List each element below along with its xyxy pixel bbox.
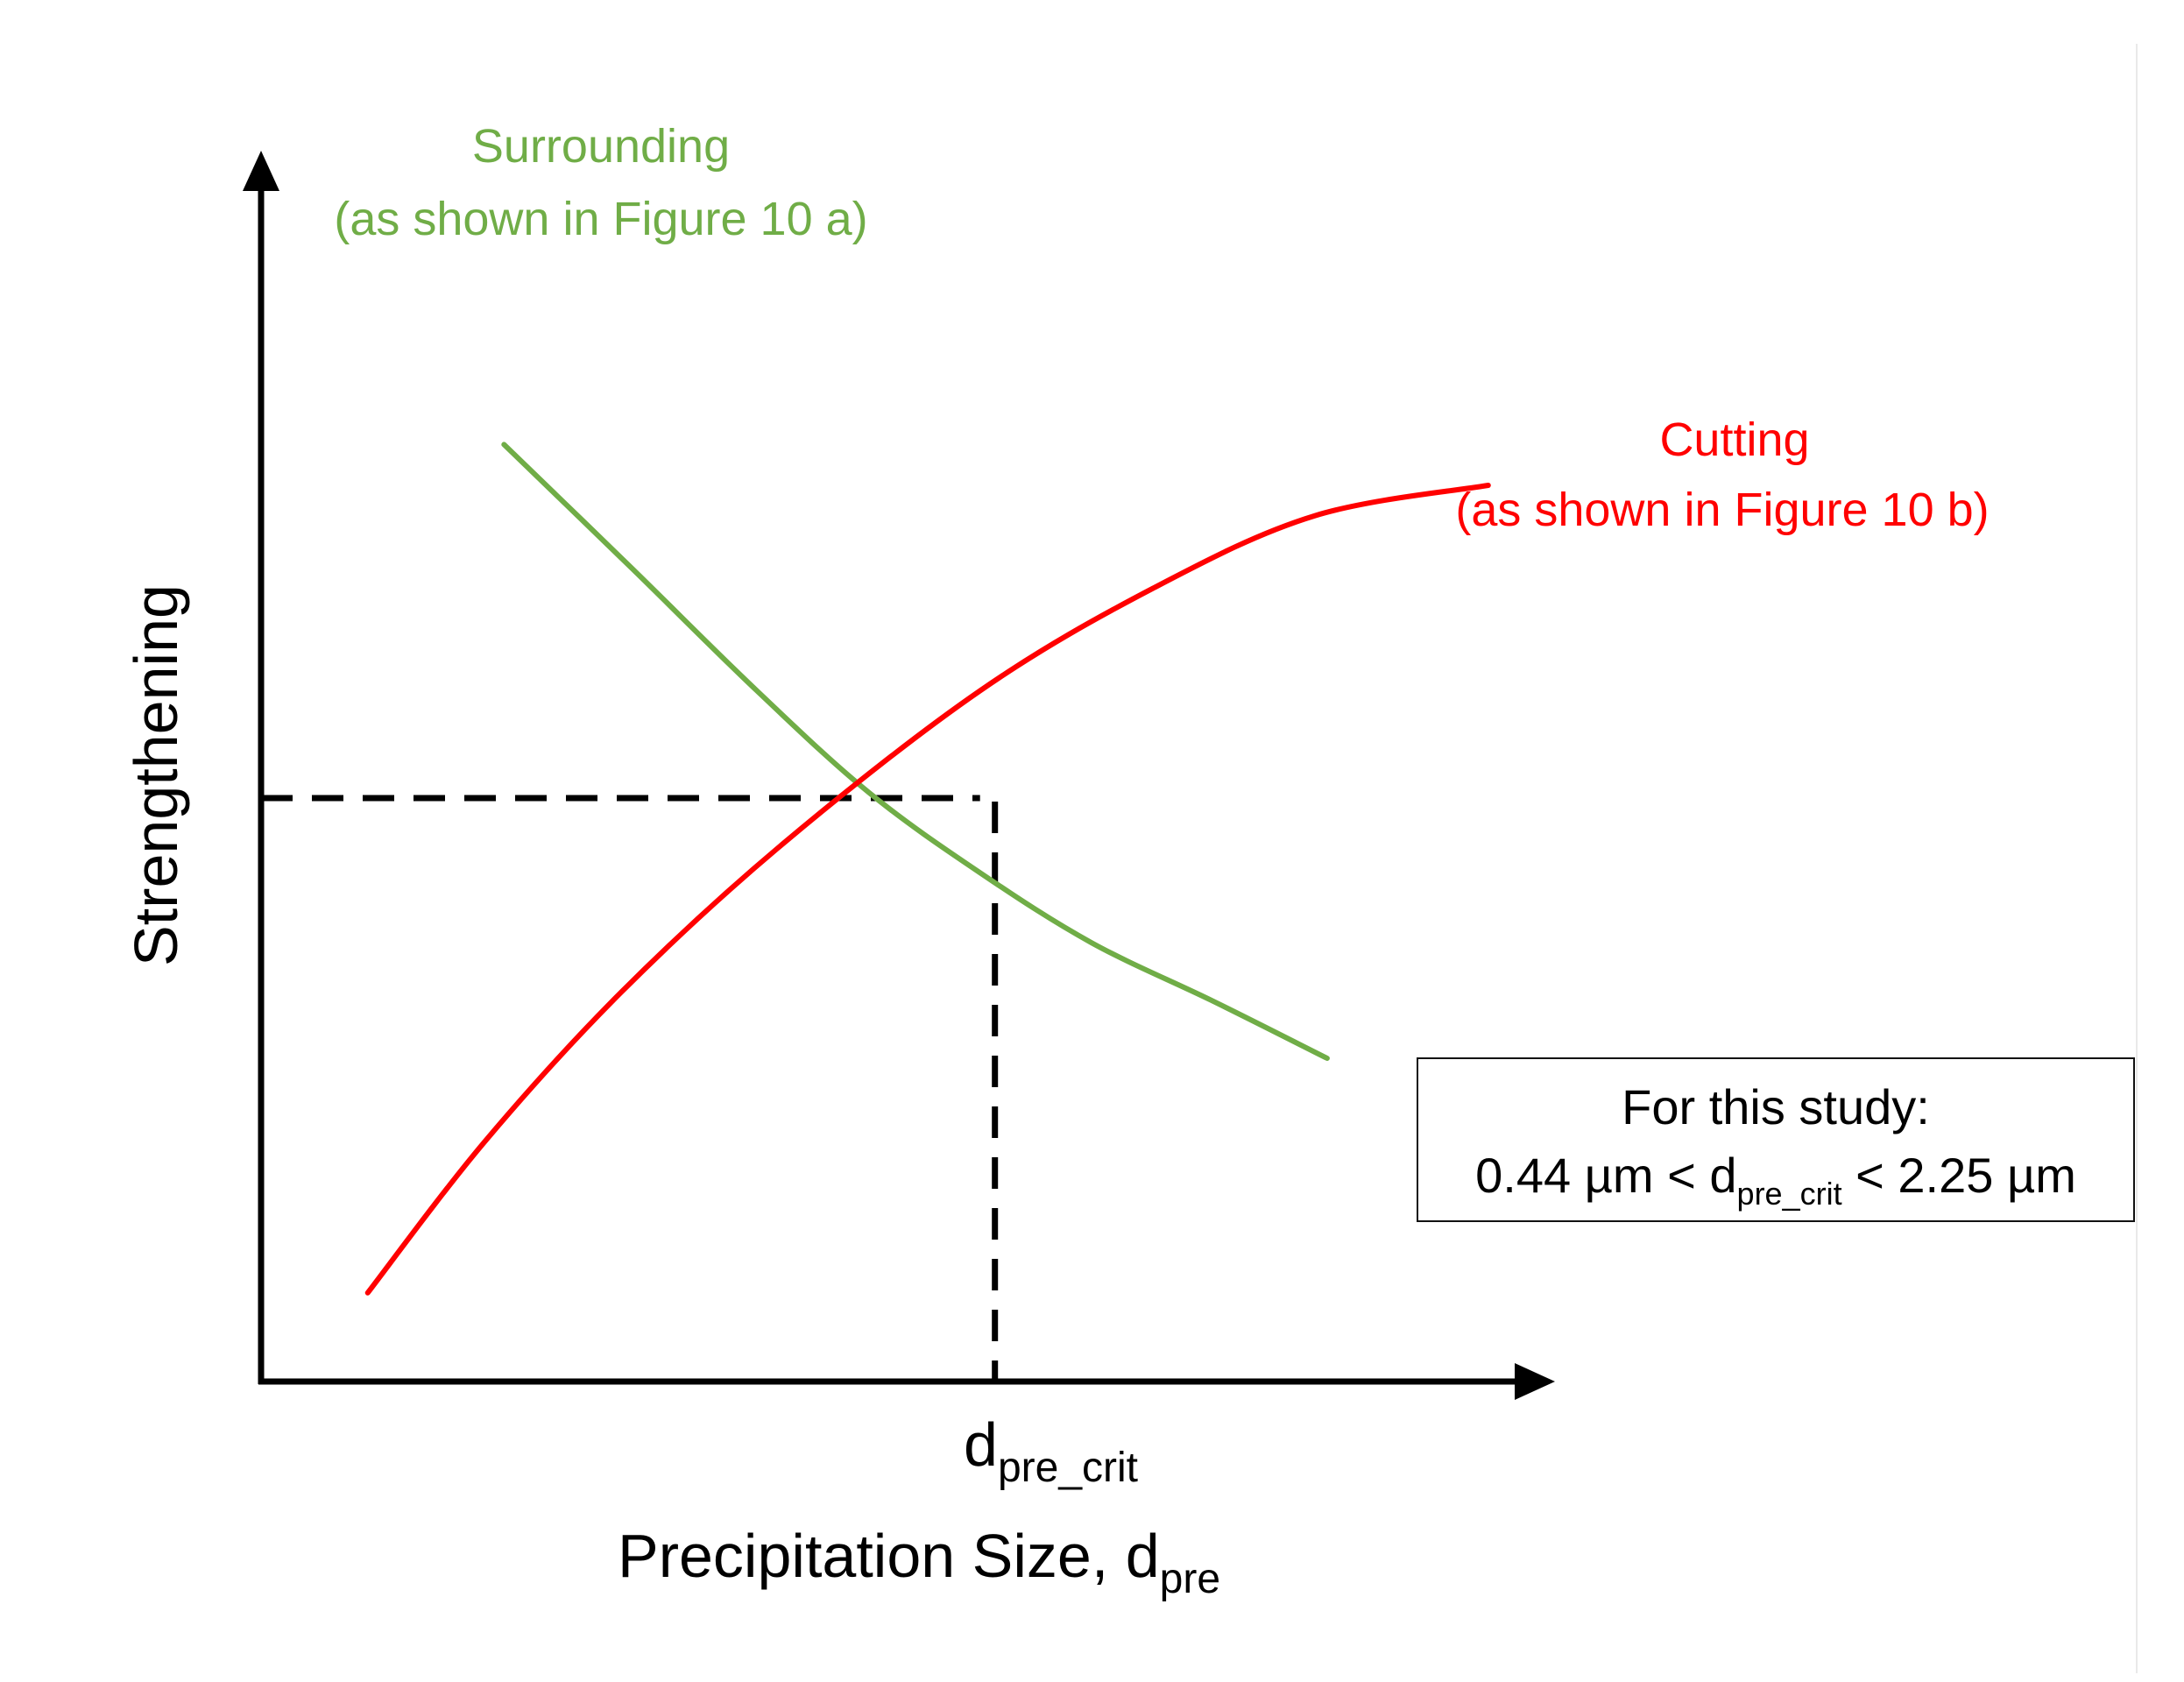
study-note-sub: pre_crit [1736,1176,1842,1212]
critical-size-label-main: d [964,1410,998,1479]
x-axis-label-main: Precipitation Size, d [618,1522,1160,1590]
study-range-note: For this study: 0.44 µm < dpre_crit < 2.… [1417,1057,2135,1222]
y-axis-arrow-icon [243,151,279,191]
surrounding-series-line [501,442,1330,1061]
x-axis-arrow-icon [1515,1363,1555,1400]
right-border-rule [2136,44,2138,1673]
x-axis-label: Precipitation Size, dpre [618,1522,1220,1602]
cutting-label: Cutting [1659,413,1809,466]
surrounding-label: Surrounding [472,120,730,173]
study-note-range: 0.44 µm < dpre_crit < 2.25 µm [1418,1147,2133,1210]
critical-size-label-sub: pre_crit [998,1445,1138,1491]
cutting-series-line [364,483,1491,1296]
x-axis-label-sub: pre [1160,1556,1220,1602]
critical-size-label: dpre_crit [964,1410,1138,1491]
y-axis-label: Strengthening [122,584,190,966]
study-note-prefix: 0.44 µm < d [1475,1148,1737,1203]
surrounding-label-note: (as shown in Figure 10 a) [334,193,867,245]
study-note-title: For this study: [1622,1079,1930,1134]
study-note-suffix: < 2.25 µm [1841,1148,2076,1203]
cutting-label-note: (as shown in Figure 10 b) [1455,484,1989,536]
